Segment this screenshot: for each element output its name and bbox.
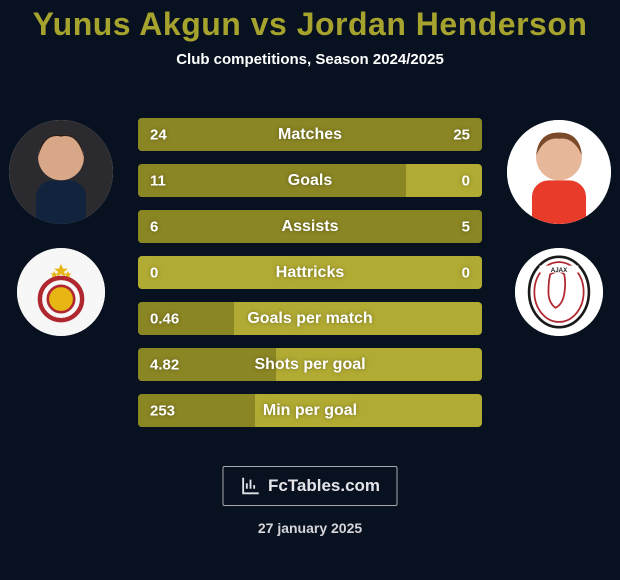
stat-value-left: 11 (150, 172, 166, 189)
stat-value-right: 25 (453, 126, 470, 143)
left-column (6, 120, 116, 336)
stat-label: Min per goal (263, 402, 357, 420)
stat-label: Assists (282, 218, 339, 236)
stat-row: 0 Hattricks 0 (138, 256, 482, 289)
footer-site: FcTables.com (268, 476, 380, 496)
chart-icon (240, 475, 262, 497)
person-icon (9, 120, 113, 224)
stat-label: Matches (278, 126, 342, 144)
club-badge-icon (17, 248, 105, 336)
stat-value-left: 24 (150, 126, 167, 143)
footer-logo: FcTables.com (223, 466, 398, 506)
player-left-avatar (9, 120, 113, 224)
stat-value-right: 5 (462, 218, 470, 235)
stat-value-right: 0 (462, 264, 470, 281)
stat-label: Goals per match (247, 310, 372, 328)
page-title: Yunus Akgun vs Jordan Henderson (0, 0, 620, 43)
right-column: AJAX (504, 120, 614, 336)
stat-label: Hattricks (276, 264, 344, 282)
stat-value-left: 4.82 (150, 356, 179, 373)
stats-list: 24Matches2511Goals06Assists50Hattricks00… (138, 118, 482, 427)
stat-row: 253 Min per goal (138, 394, 482, 427)
stat-value-left: 6 (150, 218, 158, 235)
club-left-avatar (17, 248, 105, 336)
stat-value-left: 253 (150, 402, 175, 419)
club-badge-icon: AJAX (515, 248, 603, 336)
stat-row: 6 Assists 5 (138, 210, 482, 243)
comparison-card: Yunus Akgun vs Jordan Henderson Club com… (0, 0, 620, 580)
person-icon (507, 120, 611, 224)
footer-date: 27 january 2025 (258, 520, 362, 536)
stat-row: 11 Goals 0 (138, 164, 482, 197)
stat-label: Shots per goal (254, 356, 365, 374)
club-right-avatar: AJAX (515, 248, 603, 336)
stat-value-left: 0.46 (150, 310, 179, 327)
stat-label: Goals (288, 172, 332, 190)
subtitle: Club competitions, Season 2024/2025 (0, 51, 620, 68)
stat-fill-right (325, 210, 482, 243)
stat-fill-left (138, 164, 406, 197)
stat-row: 4.82 Shots per goal (138, 348, 482, 381)
player-right-avatar (507, 120, 611, 224)
svg-text:AJAX: AJAX (551, 267, 568, 274)
stat-value-right: 0 (462, 172, 470, 189)
stat-row: 0.46 Goals per match (138, 302, 482, 335)
stat-row: 24 Matches 25 (138, 118, 482, 151)
stat-value-left: 0 (150, 264, 158, 281)
